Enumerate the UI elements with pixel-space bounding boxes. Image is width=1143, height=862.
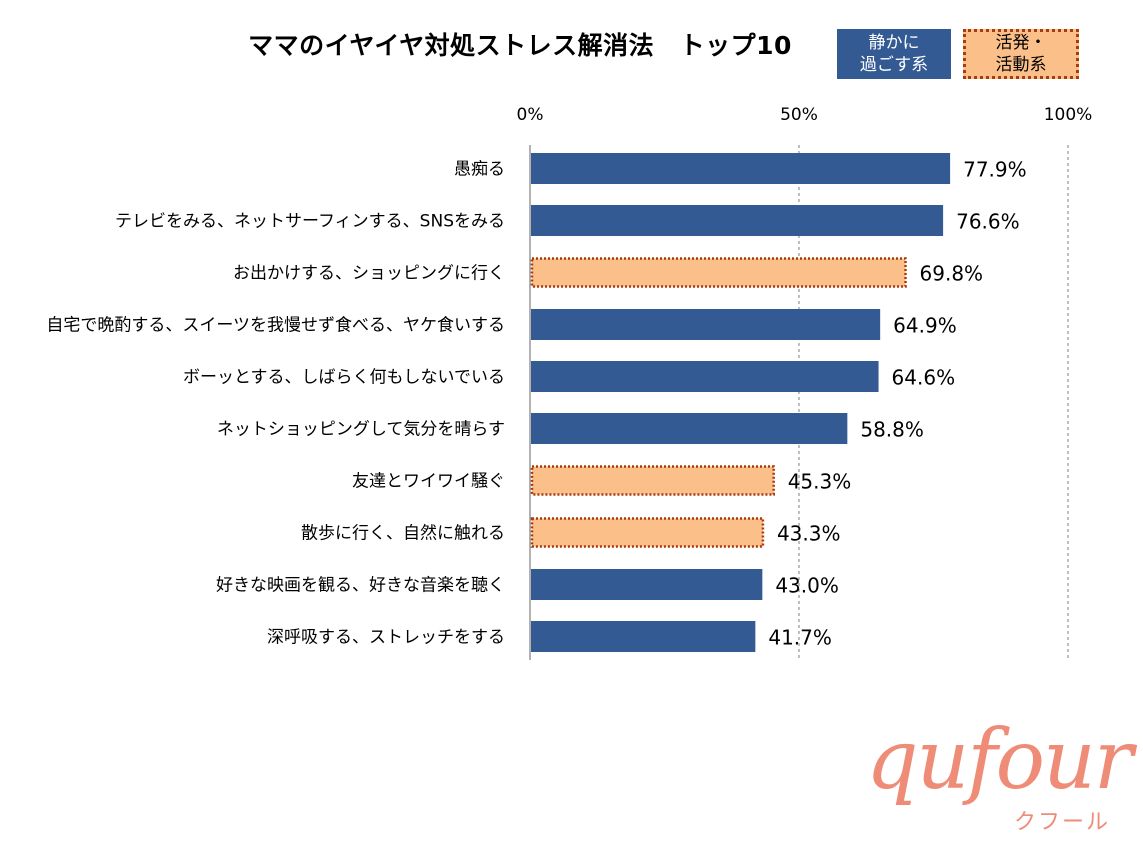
category-label: お出かけする、ショッピングに行く xyxy=(233,264,505,284)
legend-label-calm: 静かに 過ごす系 xyxy=(859,33,929,75)
value-label: 43.0% xyxy=(775,574,839,598)
bar-calm xyxy=(531,413,848,444)
x-tick-label: 100% xyxy=(1044,105,1093,125)
bar-calm xyxy=(531,309,881,340)
bar-active xyxy=(530,465,775,496)
value-label: 58.8% xyxy=(860,418,924,442)
category-label: 好きな映画を観る、好きな音楽を聴く xyxy=(216,576,505,596)
value-label: 69.8% xyxy=(920,262,984,286)
value-label: 76.6% xyxy=(956,210,1020,234)
chart-title: ママのイヤイヤ対処ストレス解消法 トップ10 xyxy=(248,31,792,60)
category-label: 自宅で晩酌する、スイーツを我慢せず食べる、ヤケ食いする xyxy=(46,315,505,336)
category-label: 友達とワイワイ騒ぐ xyxy=(352,472,505,492)
x-tick-label: 0% xyxy=(517,105,544,125)
value-label: 77.9% xyxy=(963,158,1027,182)
category-label: ネットショッピングして気分を晴らす xyxy=(217,420,505,440)
legend-item-calm: 静かに 過ごす系 xyxy=(837,29,951,79)
value-label: 41.7% xyxy=(768,626,832,650)
bar-calm xyxy=(531,153,951,184)
logo-subtitle: クフール xyxy=(1014,810,1111,835)
value-label: 45.3% xyxy=(788,470,852,494)
legend-label-active: 活発・ 活動系 xyxy=(995,33,1047,75)
value-label: 64.6% xyxy=(892,366,956,390)
value-label: 43.3% xyxy=(777,522,841,546)
bar-calm xyxy=(531,569,763,600)
category-label: 愚痴る xyxy=(454,160,505,180)
value-label: 64.9% xyxy=(893,314,957,338)
category-label: ボーッとする、しばらく何もしないでいる xyxy=(183,368,505,388)
bar-calm xyxy=(531,205,944,236)
bar-active xyxy=(530,257,907,288)
qufour-logo: qufour クフール xyxy=(866,716,1133,846)
category-label: 深呼吸する、ストレッチをする xyxy=(267,628,505,648)
category-label: テレビをみる、ネットサーフィンする、SNSをみる xyxy=(115,212,505,232)
bar-calm xyxy=(531,621,756,652)
bar-active xyxy=(530,517,765,548)
x-tick-label: 50% xyxy=(780,105,818,125)
category-label: 散歩に行く、自然に触れる xyxy=(301,524,505,544)
bar-chart: 0% 50% 100% 愚痴る 77.9% テレビをみる、ネットサーフィンする、SNSをみ… xyxy=(46,105,1093,660)
logo-wordmark: qufour xyxy=(866,713,1133,808)
bar-calm xyxy=(531,361,879,392)
legend-item-active: 活発・ 活動系 xyxy=(963,29,1079,79)
